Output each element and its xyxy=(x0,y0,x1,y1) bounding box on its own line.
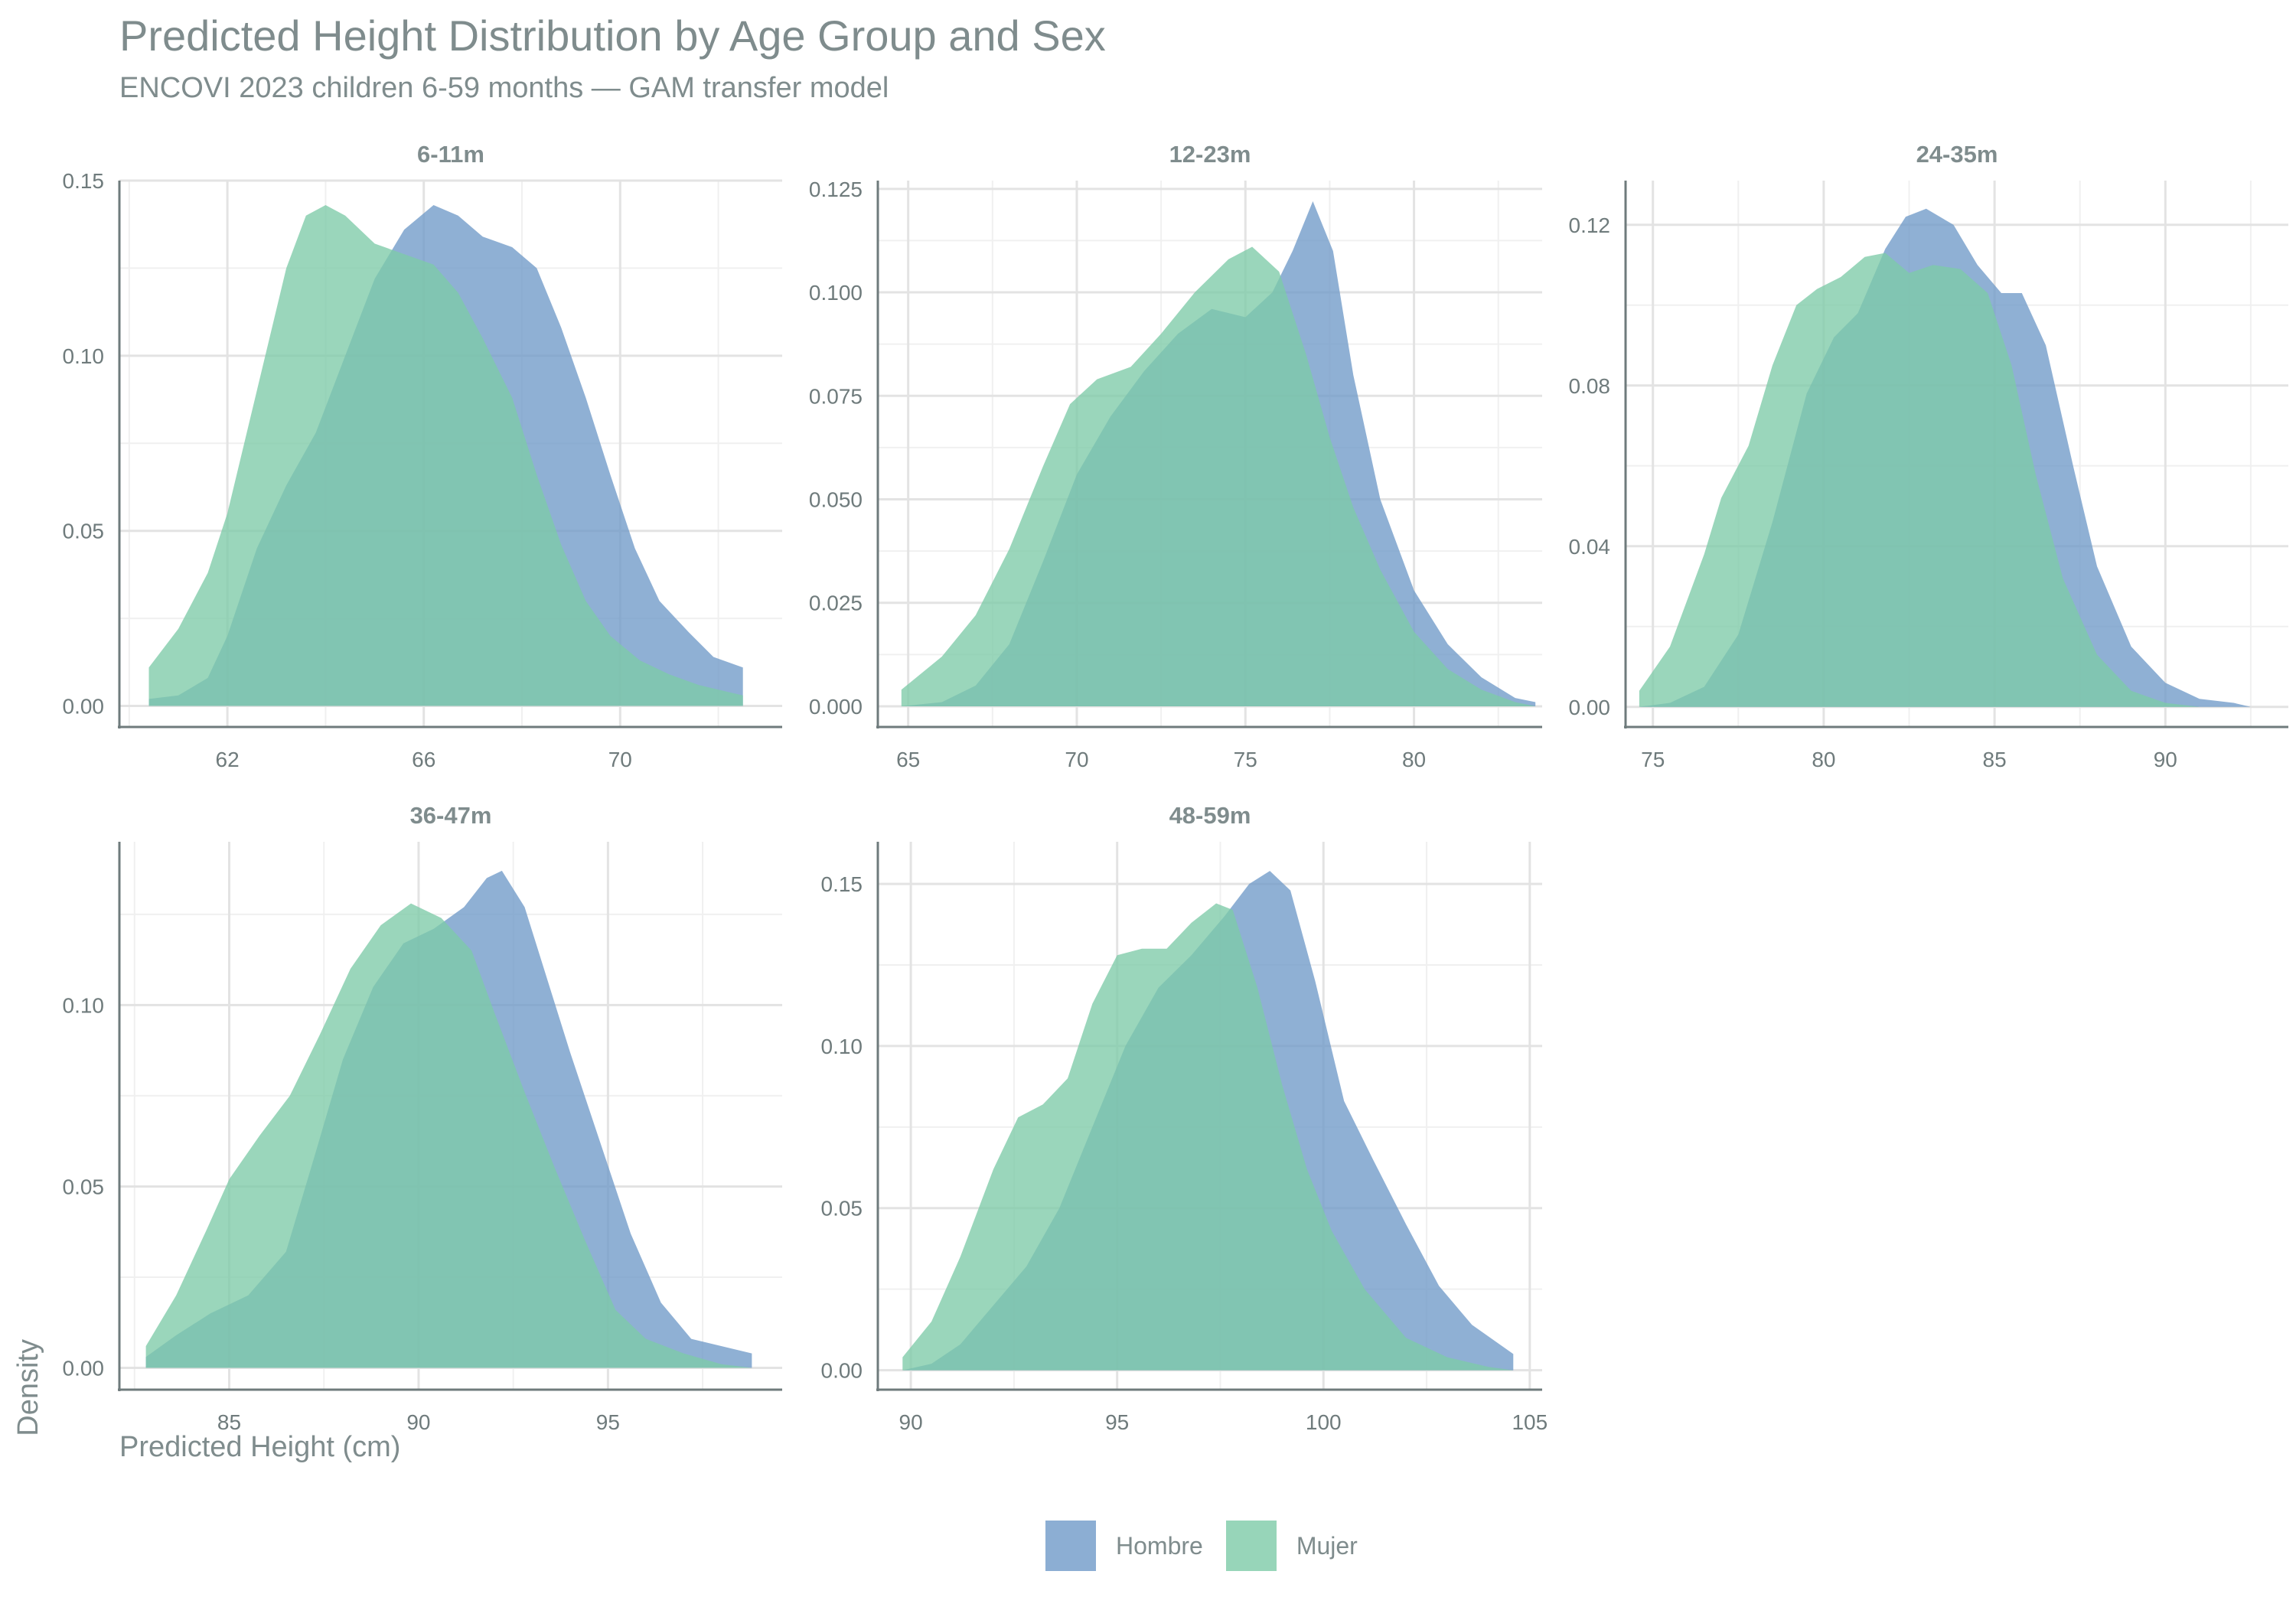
x-tick-label: 70 xyxy=(1065,748,1088,771)
facet-title-36-47m: 36-47m xyxy=(410,802,492,829)
y-tick-label: 0.05 xyxy=(821,1197,863,1221)
y-tick-label: 0.00 xyxy=(1569,696,1611,719)
x-tick-label: 105 xyxy=(1512,1410,1548,1434)
x-tick-label: 90 xyxy=(406,1410,430,1434)
x-tick-label: 95 xyxy=(1105,1410,1129,1434)
chart-title: Predicted Height Distribution by Age Gro… xyxy=(119,11,1106,60)
facet-title-24-35m: 24-35m xyxy=(1916,141,1998,168)
legend-item-mujer: Mujer xyxy=(1225,1521,1358,1571)
y-tick-label: 0.05 xyxy=(63,1175,105,1198)
y-tick-label: 0.050 xyxy=(809,488,863,512)
y-tick-label: 0.12 xyxy=(1569,214,1611,237)
y-tick-label: 0.05 xyxy=(63,520,105,543)
y-tick-label: 0.04 xyxy=(1569,535,1611,559)
panel-12-23m: 65 70 75 80 0.000 0.025 0.050 0.075 0.100 0.125 12… xyxy=(809,141,1542,771)
x-tick-label: 66 xyxy=(412,748,435,771)
x-tick-label: 62 xyxy=(216,748,240,771)
legend-label-mujer: Mujer xyxy=(1296,1531,1358,1560)
y-tick-label: 0.08 xyxy=(1569,374,1611,398)
legend: Hombre Mujer xyxy=(1045,1519,1381,1573)
panel-6-11m: 62 66 70 0.00 0.05 0.10 0.15 6-11m xyxy=(63,141,782,771)
x-tick-label: 65 xyxy=(896,748,920,771)
x-tick-label: 70 xyxy=(608,748,632,771)
y-tick-label: 0.10 xyxy=(821,1035,863,1058)
y-tick-label: 0.00 xyxy=(821,1359,863,1383)
legend-swatch-mujer xyxy=(1225,1521,1277,1571)
facet-title-12-23m: 12-23m xyxy=(1169,141,1251,168)
density-area-mujer xyxy=(148,205,743,706)
y-tick-label: 0.075 xyxy=(809,384,863,408)
y-tick-label: 0.10 xyxy=(63,993,105,1017)
x-tick-label: 100 xyxy=(1306,1410,1342,1434)
y-tick-label: 0.100 xyxy=(809,281,863,305)
panel-48-59m: 90 95 100 105 0.00 0.05 0.10 0.15 48-59m xyxy=(821,802,1548,1434)
y-axis-label: Density xyxy=(12,1339,44,1436)
legend-label-hombre: Hombre xyxy=(1116,1531,1203,1560)
y-tick-label: 0.000 xyxy=(809,695,863,719)
panel-36-47m: 85 90 95 0.00 0.05 0.10 36-47m xyxy=(63,802,782,1434)
y-tick-label: 0.125 xyxy=(809,178,863,201)
x-tick-label: 90 xyxy=(899,1410,923,1434)
y-tick-label: 0.15 xyxy=(821,872,863,896)
x-tick-label: 80 xyxy=(1402,748,1426,771)
facet-title-48-59m: 48-59m xyxy=(1169,802,1251,829)
density-area-mujer xyxy=(145,903,752,1368)
y-tick-label: 0.15 xyxy=(63,169,105,193)
density-area-mujer xyxy=(1639,253,2200,707)
x-tick-label: 90 xyxy=(2154,748,2177,771)
legend-swatch-hombre xyxy=(1045,1521,1096,1571)
panel-24-35m: 75 80 85 90 0.00 0.04 0.08 0.12 24-35m xyxy=(1569,141,2288,771)
x-axis-label: Predicted Height (cm) xyxy=(119,1431,401,1463)
chart-subtitle: ENCOVI 2023 children 6-59 months — GAM t… xyxy=(119,72,889,104)
density-area-mujer xyxy=(902,903,1514,1371)
x-tick-label: 75 xyxy=(1641,748,1665,771)
y-tick-label: 0.025 xyxy=(809,592,863,615)
x-tick-label: 85 xyxy=(1983,748,2007,771)
y-tick-label: 0.00 xyxy=(63,695,105,719)
x-tick-label: 75 xyxy=(1234,748,1257,771)
legend-item-hombre: Hombre xyxy=(1045,1521,1203,1571)
x-tick-label: 80 xyxy=(1812,748,1835,771)
density-area-mujer xyxy=(901,246,1536,706)
y-tick-label: 0.10 xyxy=(63,344,105,368)
x-tick-label: 85 xyxy=(217,1410,241,1434)
y-tick-label: 0.00 xyxy=(63,1357,105,1380)
facet-title-6-11m: 6-11m xyxy=(417,141,484,168)
x-tick-label: 95 xyxy=(596,1410,620,1434)
